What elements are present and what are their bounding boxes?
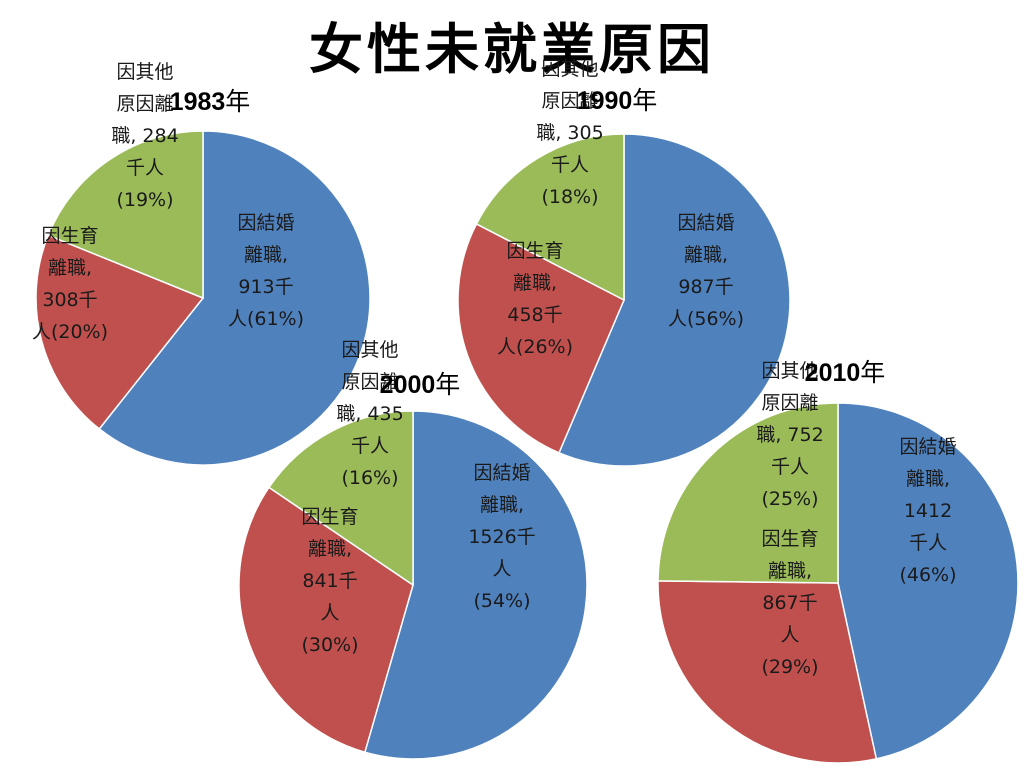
slice-label-2000-2: 因生育離職, 841千人(30%) xyxy=(301,506,358,656)
slice-label-1983-1: 因結婚離職, 913千人(61%) xyxy=(228,212,304,330)
slice-label-1983-2: 因生育離職, 308千人(20%) xyxy=(32,225,108,343)
pie-chart-2000: 因結婚離職, 1526千人(54%) 因生育離職, 841千人(30%) 因其他原因離職… xyxy=(238,339,588,760)
slice-label-1990-3: 因其他原因離職, 305 千人(18%) xyxy=(536,58,603,208)
pie-title-2010: 2010年 xyxy=(805,359,886,387)
pie-slice-2010-1 xyxy=(837,402,1019,760)
slice-label-1990-1: 因結婚離職, 987千人(56%) xyxy=(668,212,744,330)
pie-slice-2010-2 xyxy=(657,580,878,764)
slice-label-2010-2: 因生育離職, 867千人(29%) xyxy=(761,528,818,678)
slice-label-2000-1: 因結婚離職, 1526千人(54%) xyxy=(468,462,535,612)
slide-title: 女性未就業原因 xyxy=(309,17,715,81)
pie-slice-2000-2 xyxy=(238,486,414,754)
pie-title-1983: 1983年 xyxy=(170,88,251,116)
pie-chart-1990: 因結婚離職, 987千人(56%) 因生育離職, 458千人(26%) 因其他原因離職,… xyxy=(457,58,791,467)
pie-chart-2010: 因結婚離職, 1412 千人(46%) 因生育離職, 867千人(29%) 因其他原因離職… xyxy=(657,359,1019,764)
slice-label-2010-3: 因其他原因離職, 752 千人(25%) xyxy=(756,360,823,510)
pie-slice-2010-3 xyxy=(657,402,839,584)
pie-slice-2000-3 xyxy=(267,410,414,587)
pie-slice-1990-1 xyxy=(558,133,791,467)
slice-label-1983-3: 因其他原因離職, 284 千人(19%) xyxy=(111,61,178,211)
pie-slice-1990-2 xyxy=(457,222,625,454)
pie-slice-1983-2 xyxy=(35,234,205,430)
pie-slice-2000-1 xyxy=(363,410,588,760)
pie-slice-1990-3 xyxy=(475,133,625,302)
pie-chart-1983: 因結婚離職, 913千人(61%) 因生育離職, 308千人(20%)因其他原因離職,… xyxy=(32,61,371,466)
slice-label-1990-2: 因生育離職, 458千人(26%) xyxy=(497,240,573,358)
pie-slice-1983-1 xyxy=(98,130,371,466)
pie-title-2000: 2000年 xyxy=(380,371,461,399)
slice-label-2000-3: 因其他原因離職, 435 千人(16%) xyxy=(336,339,403,489)
slice-label-2010-1: 因結婚離職, 1412 千人(46%) xyxy=(899,436,956,586)
pie-slice-1983-3 xyxy=(47,130,204,300)
pie-title-1990: 1990年 xyxy=(577,87,658,115)
